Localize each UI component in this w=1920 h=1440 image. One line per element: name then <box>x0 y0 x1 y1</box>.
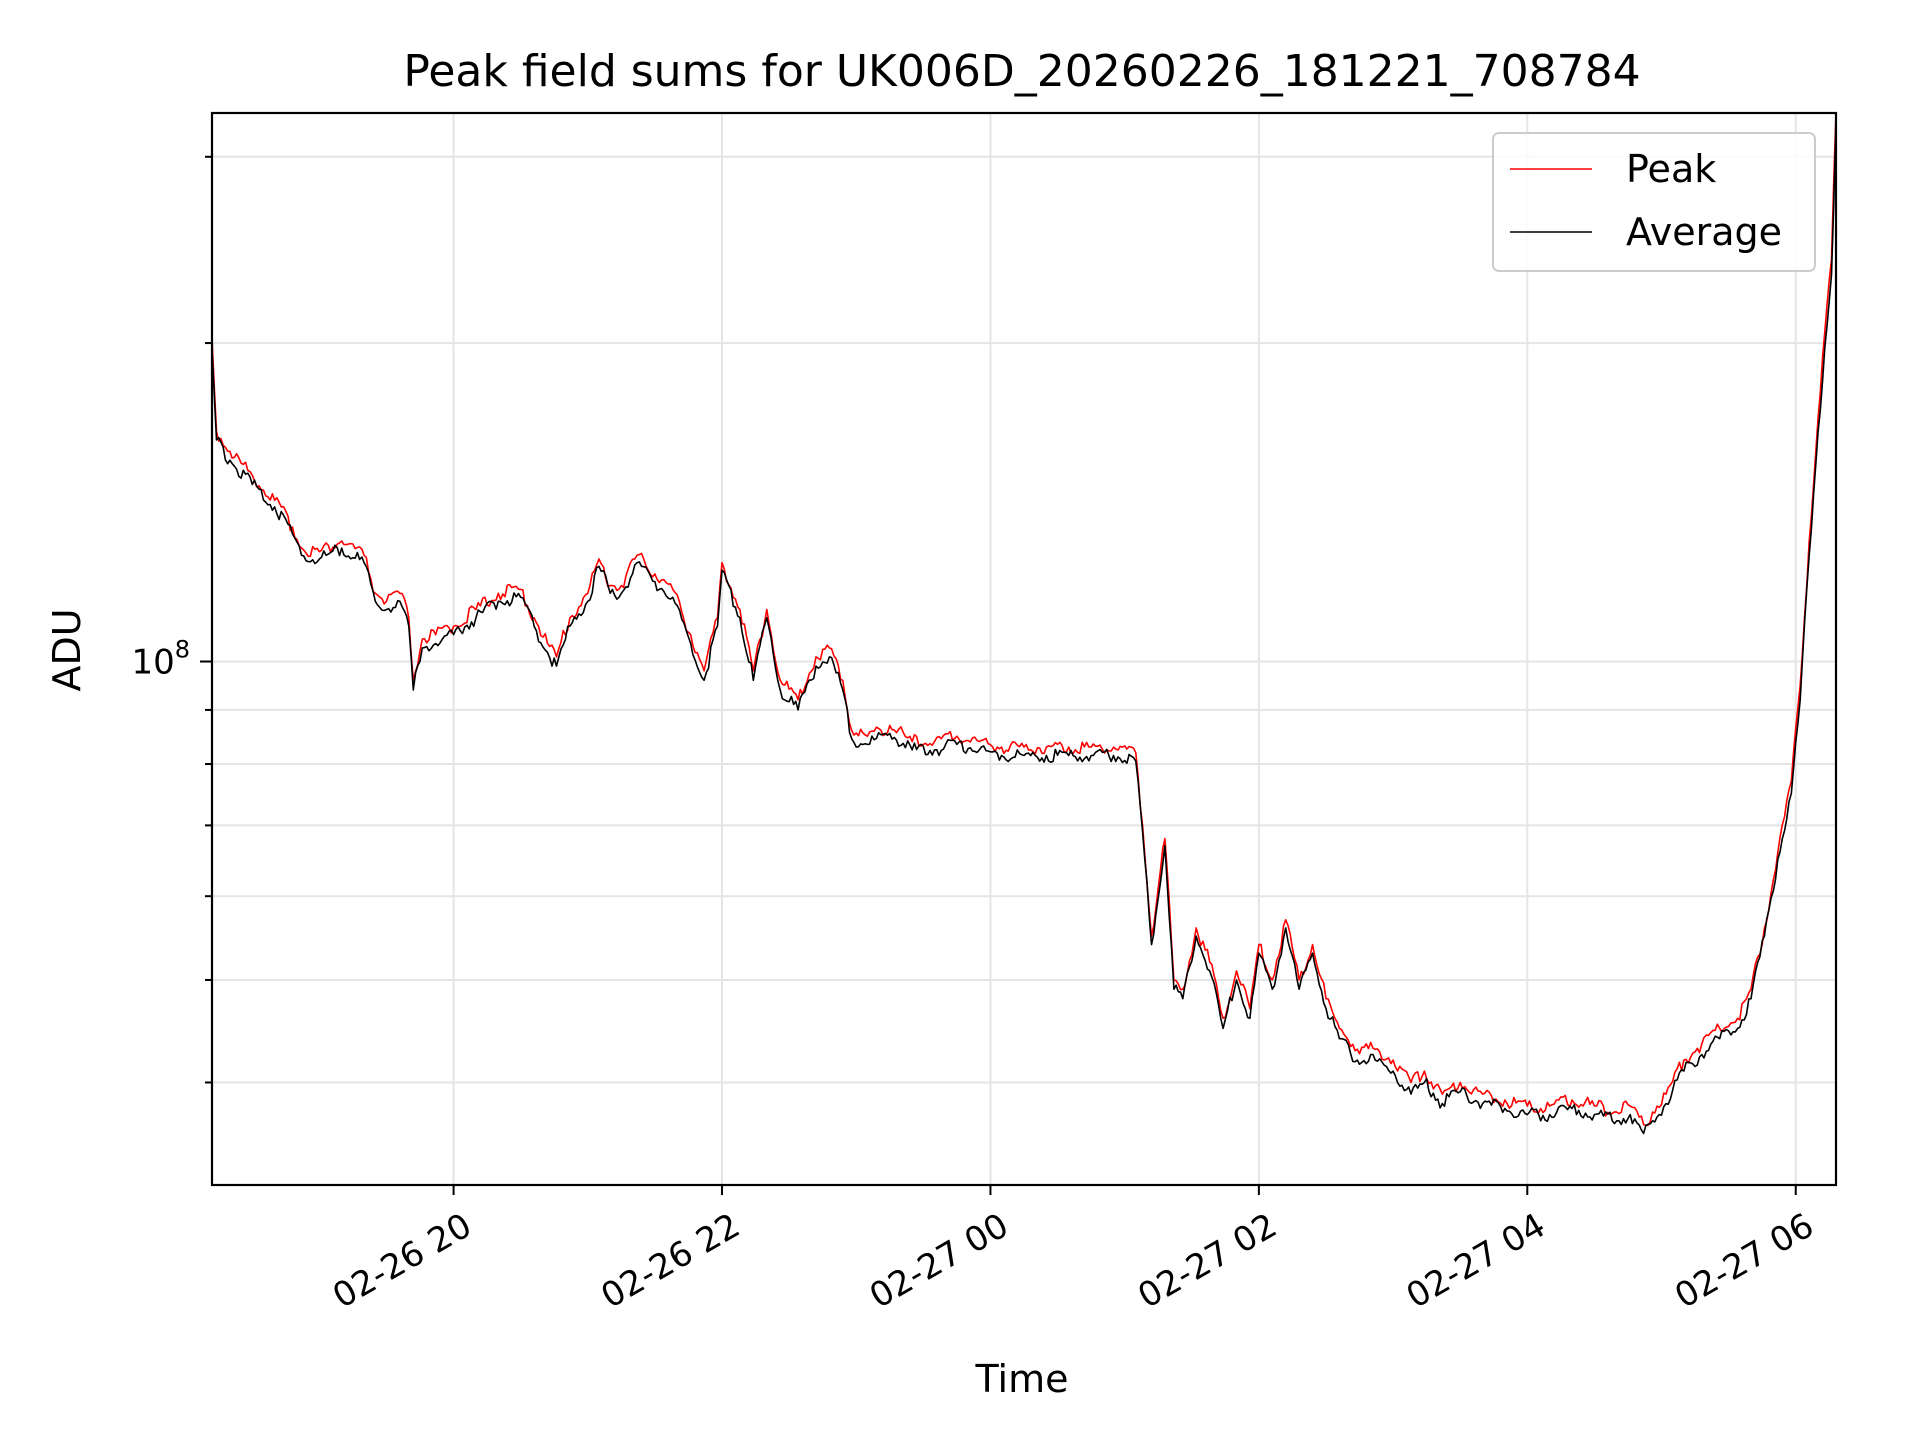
series-line-peak <box>212 113 1836 1127</box>
x-tick-label-3: 02-27 02 <box>1131 1206 1283 1317</box>
y-tick-label-0: 108 <box>131 636 190 683</box>
x-tick-label-1: 02-26 22 <box>595 1206 747 1317</box>
y-axis-label: ADU <box>45 608 89 691</box>
chart-title: Peak field sums for UK006D_20260226_1812… <box>403 46 1640 97</box>
grid-lines <box>212 113 1836 1185</box>
x-axis-label: Time <box>975 1357 1069 1401</box>
series-lines <box>212 113 1836 1135</box>
legend-box <box>1492 132 1816 272</box>
legend: Peak Average <box>1492 132 1816 272</box>
legend-label-peak: Peak <box>1626 147 1716 191</box>
x-tick-label-0: 02-26 20 <box>326 1206 478 1317</box>
x-axis: 02-26 20 02-26 22 02-27 00 02-27 02 02-27 04… <box>326 1185 1821 1317</box>
x-tick-label-2: 02-27 00 <box>863 1206 1015 1317</box>
y-axis: 108 <box>131 155 212 1084</box>
x-tick-label-4: 02-27 04 <box>1400 1206 1552 1317</box>
series-line-average <box>212 119 1836 1135</box>
legend-label-average: Average <box>1626 210 1782 254</box>
x-tick-label-5: 02-27 06 <box>1668 1206 1820 1317</box>
plot-frame <box>210 111 1838 1187</box>
